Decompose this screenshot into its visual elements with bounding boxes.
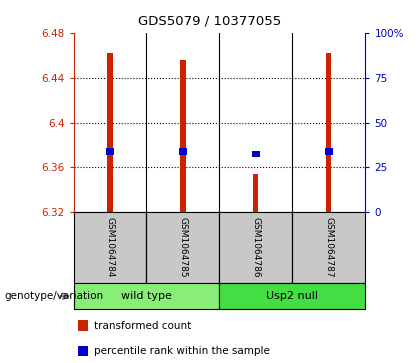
Text: Usp2 null: Usp2 null	[266, 291, 318, 301]
Bar	[74, 212, 147, 283]
Bar	[106, 148, 114, 155]
Bar	[252, 151, 260, 157]
Text: GSM1064786: GSM1064786	[252, 217, 260, 278]
Text: GSM1064784: GSM1064784	[105, 217, 115, 278]
Bar	[74, 283, 220, 309]
Bar	[220, 283, 365, 309]
Bar	[181, 60, 186, 212]
Bar	[326, 53, 331, 212]
Bar	[147, 212, 220, 283]
Bar	[292, 212, 365, 283]
Text: genotype/variation: genotype/variation	[4, 291, 103, 301]
Text: GDS5079 / 10377055: GDS5079 / 10377055	[138, 15, 282, 28]
Text: percentile rank within the sample: percentile rank within the sample	[94, 346, 270, 356]
Bar	[220, 212, 292, 283]
Text: GSM1064787: GSM1064787	[324, 217, 333, 278]
Bar	[108, 53, 113, 212]
Bar	[179, 148, 186, 155]
Bar	[325, 148, 333, 155]
Bar	[253, 174, 258, 212]
Text: transformed count: transformed count	[94, 321, 192, 331]
Text: GSM1064785: GSM1064785	[178, 217, 187, 278]
Text: wild type: wild type	[121, 291, 172, 301]
